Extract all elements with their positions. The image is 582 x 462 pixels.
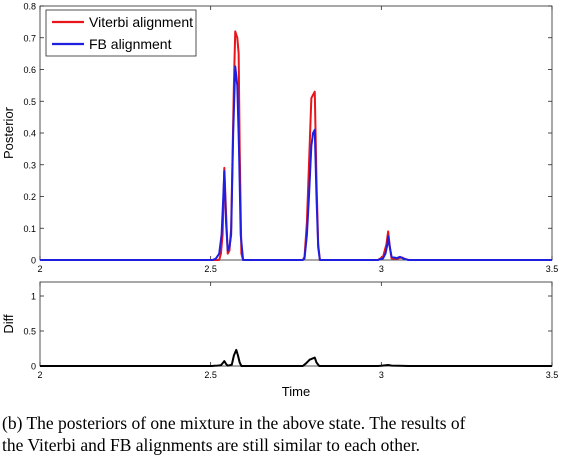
diff-panel: 0 0.5 1 2 2.5 3 3.5 Diff Time bbox=[1, 281, 558, 399]
diff-y-tick-label: 0.5 bbox=[23, 327, 36, 337]
posterior-y-axis-label: Posterior bbox=[1, 106, 16, 159]
diff-y-tick-label: 1 bbox=[31, 292, 36, 302]
posterior-panel: 0 0.1 0.2 0.3 0.4 0.5 0.6 0.7 0.8 2 2.5 3 3.5 Poste… bbox=[1, 2, 558, 275]
posterior-y-tick-label: 0.7 bbox=[23, 33, 36, 43]
figure-caption: (b) The posteriors of one mixture in the… bbox=[2, 412, 580, 456]
posterior-x-tick-label: 3.5 bbox=[546, 264, 559, 274]
posterior-y-tick-label: 0.1 bbox=[23, 224, 36, 234]
posterior-y-tick-label: 0.3 bbox=[23, 160, 36, 170]
diff-axes-frame bbox=[39, 281, 553, 367]
posterior-y-tick-label: 0 bbox=[31, 256, 36, 266]
posterior-lines bbox=[40, 30, 552, 261]
series-line-diff bbox=[40, 348, 552, 367]
posterior-y-ticks: 0 0.1 0.2 0.3 0.4 0.5 0.6 0.7 0.8 bbox=[23, 2, 552, 266]
posterior-x-tick-label: 2 bbox=[37, 264, 42, 274]
posterior-y-tick-label: 0.5 bbox=[23, 97, 36, 107]
legend-box bbox=[45, 9, 197, 57]
posterior-y-tick-label: 0.8 bbox=[23, 2, 36, 12]
diff-x-tick-label: 3.5 bbox=[546, 370, 559, 380]
posterior-x-tick-label: 2.5 bbox=[204, 264, 217, 274]
diff-x-tick-label: 3 bbox=[379, 370, 384, 380]
posterior-y-tick-label: 0.2 bbox=[23, 192, 36, 202]
legend-label-viterbi: Viterbi alignment bbox=[89, 14, 193, 30]
legend: Viterbi alignment FB alignment bbox=[45, 9, 197, 57]
time-x-axis-label: Time bbox=[282, 384, 310, 399]
legend-label-fb: FB alignment bbox=[89, 36, 172, 52]
posterior-x-tick-label: 3 bbox=[379, 264, 384, 274]
diff-lines bbox=[40, 348, 552, 367]
diff-x-ticks: 2 2.5 3 3.5 bbox=[37, 282, 558, 380]
diff-y-axis-label: Diff bbox=[1, 314, 16, 334]
diff-x-tick-label: 2.5 bbox=[204, 370, 217, 380]
caption-line-1: (b) The posteriors of one mixture in the… bbox=[2, 413, 466, 433]
posterior-y-tick-label: 0.4 bbox=[23, 129, 36, 139]
series-line-fb-alignment bbox=[40, 65, 552, 261]
figure: 0 0.1 0.2 0.3 0.4 0.5 0.6 0.7 0.8 2 2.5 3 3.5 Poste… bbox=[1, 2, 558, 400]
posterior-y-tick-label: 0.6 bbox=[23, 65, 36, 75]
diff-y-tick-label: 0 bbox=[31, 362, 36, 372]
caption-line-2: the Viterbi and FB alignments are still … bbox=[2, 435, 421, 455]
diff-x-tick-label: 2 bbox=[37, 370, 42, 380]
